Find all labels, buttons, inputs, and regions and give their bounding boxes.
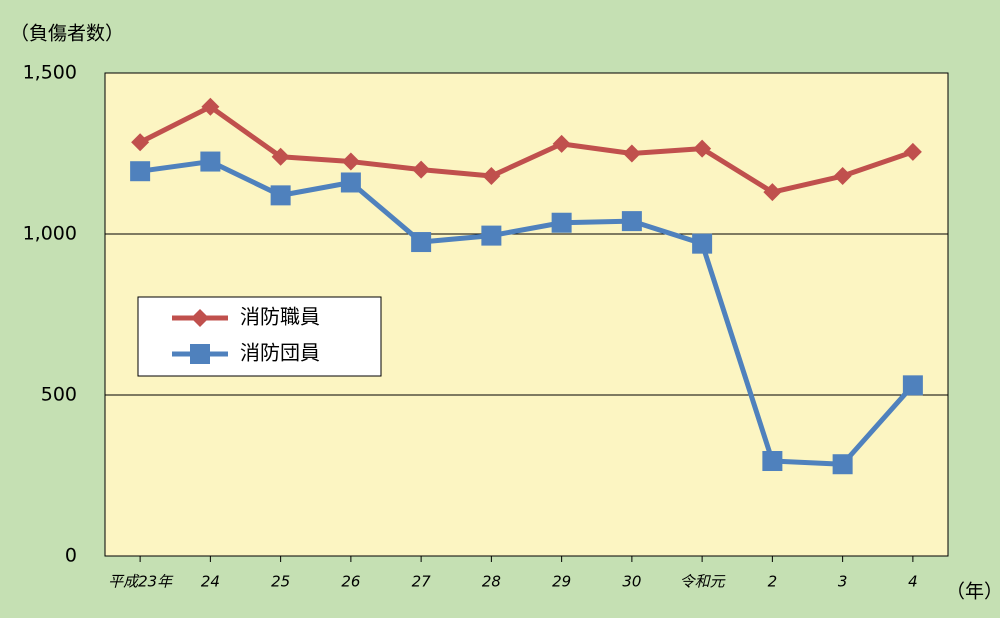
data-point xyxy=(621,211,642,232)
data-point xyxy=(693,139,712,158)
y-tick-label: 0 xyxy=(65,545,77,567)
legend-label: 消防団員 xyxy=(240,341,320,365)
x-tick-label: 3 xyxy=(838,573,848,591)
data-point xyxy=(832,454,853,475)
data-point xyxy=(622,144,641,163)
data-point xyxy=(833,167,852,186)
series-line xyxy=(139,159,915,467)
data-point xyxy=(481,225,502,246)
data-point xyxy=(692,233,713,254)
x-tick-label: 4 xyxy=(908,573,918,591)
x-tick-label: 26 xyxy=(341,573,360,591)
x-tick-label: 25 xyxy=(271,573,290,591)
series-line xyxy=(138,104,914,195)
data-point xyxy=(411,232,432,253)
data-point xyxy=(482,167,501,186)
data-point xyxy=(130,161,151,182)
x-tick-label: 2 xyxy=(768,573,778,591)
data-point xyxy=(763,183,782,202)
data-point xyxy=(762,451,783,472)
y-tick-label: 1,000 xyxy=(23,223,77,245)
y-axis-label: （負傷者数） xyxy=(10,23,124,45)
data-point xyxy=(341,152,360,171)
data-point xyxy=(200,151,221,172)
data-point xyxy=(552,134,571,153)
data-point xyxy=(340,172,361,193)
x-tick-label: 28 xyxy=(482,573,501,591)
legend-box xyxy=(137,296,382,377)
legend-marker xyxy=(190,344,210,364)
x-tick-label: 29 xyxy=(552,573,571,591)
data-point xyxy=(270,185,291,206)
data-point xyxy=(201,97,220,116)
data-point xyxy=(131,133,150,152)
legend-marker xyxy=(191,309,209,327)
x-tick-label: 令和元 xyxy=(680,573,726,591)
data-point xyxy=(903,142,922,161)
x-tick-label: 27 xyxy=(412,573,432,591)
legend-label: 消防職員 xyxy=(240,305,320,329)
data-point xyxy=(271,147,290,166)
data-point xyxy=(551,212,572,233)
y-tick-label: 1,500 xyxy=(23,62,77,84)
x-tick-label: 平成23年 xyxy=(108,573,174,591)
data-point xyxy=(902,375,923,396)
y-tick-label: 500 xyxy=(41,384,77,406)
x-tick-label: 30 xyxy=(622,573,641,591)
x-axis-label: （年） xyxy=(946,581,1000,603)
x-tick-label: 24 xyxy=(201,573,220,591)
data-point xyxy=(412,160,431,179)
